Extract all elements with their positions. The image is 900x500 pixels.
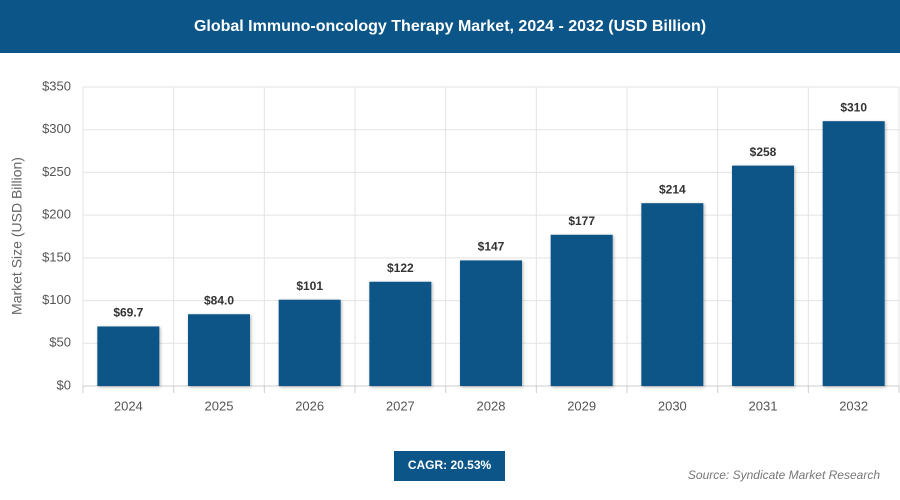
bar bbox=[550, 234, 613, 386]
x-tick-label: 2028 bbox=[477, 398, 506, 413]
source-note: Source: Syndicate Market Research bbox=[688, 468, 880, 482]
y-tick-label: $300 bbox=[42, 121, 71, 136]
y-axis-label: Market Size (USD Billion) bbox=[9, 157, 25, 315]
y-tick-label: $350 bbox=[42, 78, 71, 93]
value-label: $310 bbox=[840, 100, 867, 114]
x-tick-label: 2031 bbox=[749, 398, 778, 413]
y-tick-label: $250 bbox=[42, 164, 71, 179]
bar bbox=[97, 326, 160, 386]
value-label: $101 bbox=[296, 279, 323, 293]
bar bbox=[641, 203, 704, 386]
bar bbox=[732, 165, 794, 386]
cagr-box bbox=[394, 451, 505, 481]
x-tick-label: 2027 bbox=[386, 398, 415, 413]
y-tick-label: $200 bbox=[42, 207, 71, 222]
value-label: $214 bbox=[659, 182, 686, 196]
bar bbox=[460, 260, 522, 386]
value-label: $258 bbox=[750, 145, 777, 159]
value-label: $69.7 bbox=[113, 306, 143, 320]
value-label: $177 bbox=[568, 214, 595, 228]
value-label: $147 bbox=[478, 240, 505, 254]
x-tick-label: 2030 bbox=[658, 398, 687, 413]
x-tick-label: 2032 bbox=[839, 398, 868, 413]
bar bbox=[369, 281, 432, 386]
y-tick-label: $100 bbox=[42, 292, 71, 307]
value-label: $84.0 bbox=[204, 293, 234, 307]
value-label: $122 bbox=[387, 261, 414, 275]
x-tick-label: 2025 bbox=[205, 398, 234, 413]
header-bar bbox=[0, 0, 900, 53]
chart-title: Global Immuno-oncology Therapy Market, 2… bbox=[194, 18, 706, 35]
x-tick-label: 2029 bbox=[567, 398, 596, 413]
bar bbox=[822, 121, 885, 387]
bar bbox=[188, 314, 250, 386]
cagr-label: CAGR: 20.53% bbox=[408, 458, 492, 472]
x-tick-label: 2026 bbox=[295, 398, 324, 413]
bar bbox=[278, 299, 341, 386]
y-tick-label: $0 bbox=[57, 377, 71, 392]
x-tick-label: 2024 bbox=[114, 398, 143, 413]
y-tick-label: $50 bbox=[49, 335, 71, 350]
y-tick-label: $150 bbox=[42, 249, 71, 264]
